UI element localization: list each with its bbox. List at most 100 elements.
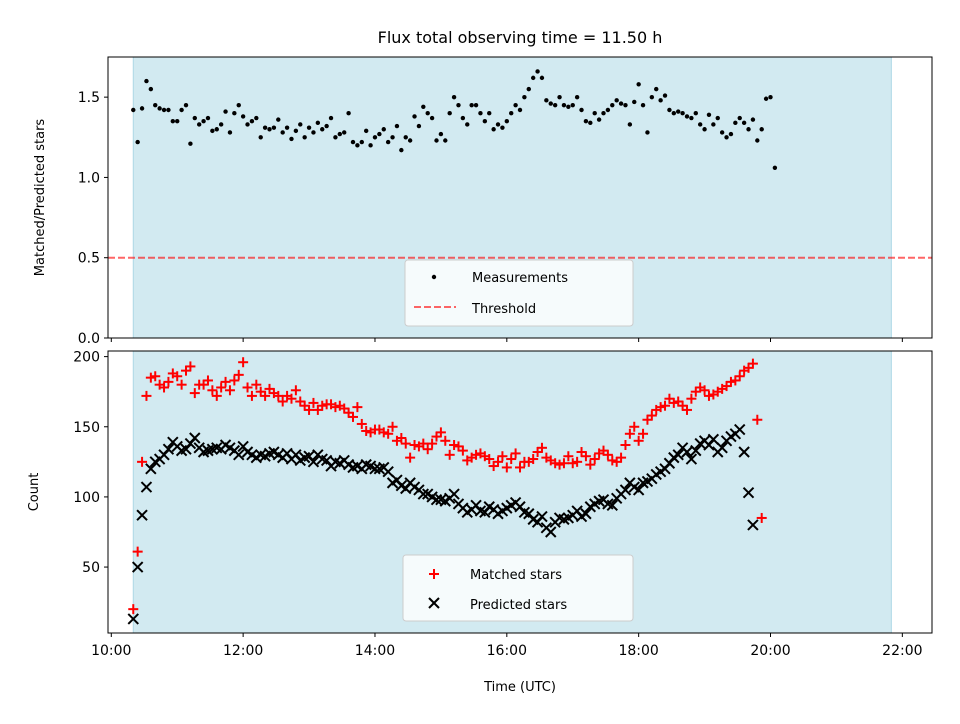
measurement-point bbox=[179, 107, 184, 113]
predicted-star-point-b bbox=[734, 423, 746, 436]
measurement-point bbox=[469, 102, 474, 108]
matched-star-point bbox=[352, 402, 363, 413]
measurement-point bbox=[249, 119, 255, 124]
measurement-point bbox=[618, 101, 624, 106]
matched-star-point bbox=[189, 388, 200, 399]
bottom-axes-frame bbox=[107, 350, 933, 634]
measurement-point bbox=[649, 94, 655, 100]
measurement-point bbox=[684, 114, 690, 119]
matched-star-point bbox=[602, 449, 613, 460]
measurement-point bbox=[671, 111, 677, 116]
predicted-star-point-b bbox=[707, 433, 720, 446]
predicted-star-point-b bbox=[435, 494, 447, 506]
measurement-point bbox=[706, 112, 712, 118]
measurement-point bbox=[161, 107, 167, 113]
predicted-star-point-b bbox=[281, 447, 293, 460]
measurement-point bbox=[640, 102, 646, 108]
measurement-point bbox=[614, 98, 619, 103]
matched-star-point bbox=[620, 440, 631, 450]
top-y-tick-label: 1.5 bbox=[78, 90, 100, 106]
predicted-star-point-b bbox=[619, 484, 632, 496]
predicted-star-point bbox=[536, 510, 548, 523]
matched-star-point bbox=[246, 390, 257, 401]
matched-star-point bbox=[400, 438, 411, 449]
measurement-point bbox=[724, 135, 729, 140]
measurement-point bbox=[759, 127, 764, 132]
legend-matched-stars-marker-glyph bbox=[429, 569, 439, 579]
measurement-point bbox=[548, 101, 553, 106]
measurement-point bbox=[680, 111, 685, 116]
measurement-point bbox=[377, 131, 382, 137]
matched-star-point bbox=[563, 451, 574, 462]
predicted-star-point-b bbox=[303, 450, 315, 462]
predicted-star-point bbox=[430, 494, 443, 506]
measurement-point bbox=[491, 127, 496, 132]
predicted-star-point-b bbox=[320, 454, 333, 467]
predicted-star-point-b bbox=[408, 481, 421, 493]
measurement-point bbox=[372, 135, 378, 140]
matched-star-point bbox=[624, 428, 635, 439]
measurement-point bbox=[337, 131, 343, 137]
bottom-legend-box bbox=[402, 554, 634, 622]
matched-star-point bbox=[185, 361, 196, 372]
measurement-point bbox=[258, 135, 263, 140]
bottom-y-tick-label: 100 bbox=[73, 490, 100, 506]
predicted-star-point-b bbox=[290, 449, 302, 461]
predicted-star-point-b bbox=[241, 446, 254, 458]
measurement-point bbox=[513, 102, 518, 108]
predicted-star-point bbox=[734, 423, 746, 436]
measurement-point bbox=[280, 130, 285, 135]
predicted-star-point-b bbox=[395, 479, 408, 492]
measurement-point bbox=[456, 102, 461, 108]
measurement-point bbox=[689, 115, 694, 121]
measurement-point bbox=[267, 127, 272, 132]
matched-star-point bbox=[317, 400, 328, 411]
x-axis-label: Time (UTC) bbox=[483, 680, 556, 695]
measurement-point bbox=[196, 122, 202, 127]
predicted-star-point bbox=[233, 449, 245, 461]
predicted-star-point-b bbox=[553, 512, 566, 524]
x-tick-label: 18:00 bbox=[618, 643, 658, 659]
matched-star-point bbox=[216, 382, 227, 393]
measurement-point bbox=[772, 165, 778, 170]
measurement-point bbox=[465, 122, 470, 127]
measurement-point bbox=[412, 114, 417, 119]
measurement-point bbox=[421, 104, 426, 109]
measurement-point bbox=[596, 117, 602, 122]
measurement-point bbox=[711, 122, 716, 127]
measurement-point bbox=[223, 109, 228, 114]
measurement-point bbox=[425, 111, 430, 116]
measurement-point bbox=[232, 111, 237, 116]
measurement-point bbox=[346, 111, 351, 116]
matched-star-point bbox=[176, 379, 187, 390]
matched-star-point bbox=[273, 390, 284, 401]
predicted-star-point-b bbox=[329, 456, 342, 468]
measurement-point bbox=[328, 115, 334, 121]
chart-title: Flux total observing time = 11.50 h bbox=[378, 28, 663, 47]
measurement-point bbox=[676, 109, 681, 114]
matched-star-point bbox=[361, 425, 372, 436]
measurement-point bbox=[139, 106, 145, 111]
matched-star-point bbox=[440, 435, 451, 446]
matched-star-point bbox=[163, 376, 174, 387]
predicted-star-point bbox=[707, 433, 720, 446]
matched-star-point bbox=[449, 440, 460, 450]
matched-star-point bbox=[418, 438, 429, 449]
measurement-point bbox=[363, 128, 369, 134]
matched-star-point bbox=[229, 375, 240, 386]
measurement-point bbox=[654, 86, 659, 92]
matched-star-point bbox=[145, 372, 156, 383]
measurement-point bbox=[359, 139, 364, 145]
measurement-point bbox=[592, 111, 597, 116]
x-tick-label: 10:00 bbox=[91, 643, 131, 659]
measurement-point bbox=[289, 136, 294, 142]
predicted-star-point-b bbox=[571, 505, 583, 517]
measurement-point bbox=[662, 93, 668, 98]
matched-star-point bbox=[444, 449, 455, 460]
measurement-point bbox=[311, 130, 316, 135]
predicted-star-point bbox=[131, 561, 144, 573]
matched-star-point bbox=[330, 402, 341, 413]
predicted-star-point-b bbox=[268, 446, 280, 458]
